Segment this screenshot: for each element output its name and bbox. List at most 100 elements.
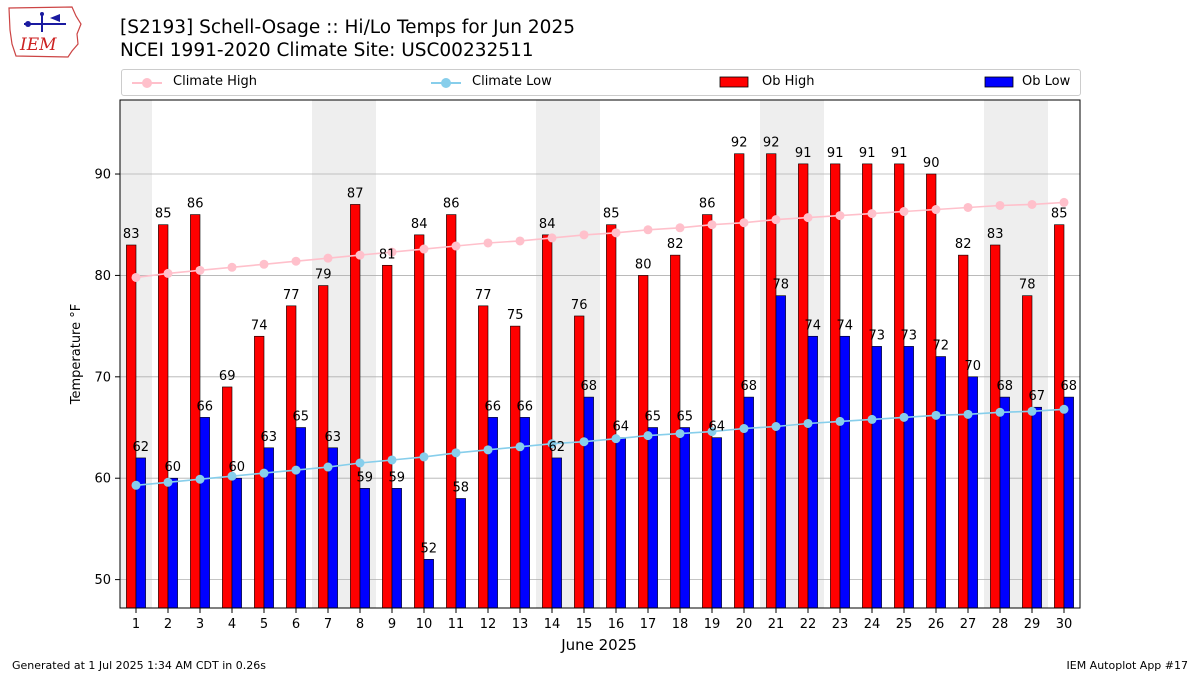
ob-high-label: 82 — [955, 237, 972, 252]
climate-high-point — [899, 207, 909, 217]
climate-low-point — [867, 414, 877, 424]
ob-high-label: 85 — [603, 207, 620, 222]
ob-low-label: 74 — [805, 318, 822, 333]
ob-low-bar — [999, 396, 1010, 609]
x-tick-label: 21 — [768, 617, 785, 632]
x-tick-label: 8 — [356, 617, 364, 632]
ob-high-bar — [606, 224, 617, 609]
ob-low-bar — [647, 427, 658, 609]
climate-high-point — [739, 218, 749, 228]
climate-high-point — [547, 233, 557, 243]
ob-high-bar — [862, 163, 873, 609]
ob-low-label: 70 — [965, 359, 982, 374]
legend-climate-low-symbol — [431, 78, 461, 88]
climate-low-point — [1059, 404, 1069, 414]
climate-low-point — [227, 471, 237, 481]
x-tick-label: 22 — [800, 617, 817, 632]
x-tick-label: 12 — [480, 617, 497, 632]
x-tick-label: 15 — [576, 617, 593, 632]
climate-high-point — [515, 236, 525, 246]
climate-low-point — [899, 412, 909, 422]
x-tick-label: 28 — [992, 617, 1009, 632]
ob-high-bar — [894, 163, 905, 609]
x-tick-label: 9 — [388, 617, 396, 632]
ob-high-label: 75 — [507, 308, 524, 323]
ob-low-label: 68 — [581, 379, 598, 394]
climate-high-point — [323, 253, 333, 263]
ob-low-bar — [327, 447, 338, 609]
climate-high-point — [803, 213, 813, 223]
x-tick-label: 2 — [164, 617, 172, 632]
ob-low-label: 68 — [997, 379, 1014, 394]
ob-low-bar — [871, 346, 882, 609]
ob-high-bar — [318, 285, 329, 609]
ob-low-bar — [711, 437, 722, 609]
ob-high-label: 80 — [635, 257, 652, 272]
data-labels-layer: 83 62 85 60 86 66 69 60 74 63 77 65 79 63 87 59 81 59 84 52… — [123, 136, 1077, 557]
ob-low-bar — [775, 295, 786, 609]
ob-high-label: 91 — [827, 146, 844, 161]
ob-low-label: 60 — [229, 460, 246, 475]
ob-high-bar — [382, 264, 393, 609]
ob-low-label: 59 — [357, 470, 374, 485]
legend-label: Climate Low — [472, 74, 552, 89]
x-tick-label: 27 — [960, 617, 977, 632]
ob-low-label: 67 — [1029, 389, 1046, 404]
climate-low-point — [259, 468, 269, 478]
climate-low-point — [195, 474, 205, 484]
ob-low-label: 64 — [613, 420, 630, 435]
ob-high-label: 86 — [187, 197, 204, 212]
climate-low-point — [643, 431, 653, 441]
iem-logo: IEM — [6, 4, 84, 64]
ob-low-bar — [615, 437, 626, 609]
climate-high-line — [135, 201, 1065, 279]
chart-subtitle: NCEI 1991-2020 Climate Site: USC00232511 — [120, 40, 534, 61]
ob-low-bar — [455, 498, 466, 609]
climate-high-point — [835, 211, 845, 221]
x-tick-label: 26 — [928, 617, 945, 632]
legend-ob-low-symbol — [984, 76, 1014, 88]
ob-high-bar — [1054, 224, 1065, 609]
x-axis-label: June 2025 — [560, 636, 637, 654]
ob-high-label: 85 — [1051, 207, 1068, 222]
ob-high-label: 91 — [859, 146, 876, 161]
climate-high-point — [675, 223, 685, 233]
ob-low-label: 64 — [709, 420, 726, 435]
ob-high-label: 90 — [923, 156, 940, 171]
climate-low-point — [931, 410, 941, 420]
climate-high-point — [227, 262, 237, 272]
legend: Climate High Climate Low Ob High Ob Low — [121, 69, 1081, 96]
climate-low-point — [163, 477, 173, 487]
climate-low-point — [963, 409, 973, 419]
x-tick-label: 17 — [640, 617, 657, 632]
ob-high-bar — [222, 386, 233, 609]
climate-high-point — [355, 250, 365, 260]
x-tick-label: 10 — [416, 617, 433, 632]
ob-high-label: 69 — [219, 369, 236, 384]
ob-low-label: 52 — [421, 541, 438, 556]
ob-low-bar — [679, 427, 690, 609]
x-tick-label: 30 — [1056, 617, 1073, 632]
ob-high-bar — [126, 244, 137, 609]
climate-lines-layer — [131, 197, 1069, 490]
climate-low-point — [675, 429, 685, 439]
ob-high-bar — [798, 163, 809, 609]
ob-low-bar — [199, 417, 210, 609]
ob-high-label: 92 — [763, 136, 780, 151]
climate-high-point — [963, 202, 973, 212]
ob-high-label: 78 — [1019, 278, 1036, 293]
ob-low-bar — [167, 477, 178, 609]
climate-high-point — [259, 259, 269, 269]
ob-high-bar — [958, 254, 969, 609]
chart-title: [S2193] Schell-Osage :: Hi/Lo Temps for … — [120, 17, 575, 38]
climate-high-point — [131, 272, 141, 282]
y-tick-label: 70 — [94, 370, 111, 385]
climate-low-point — [1027, 406, 1037, 416]
y-tick-label: 90 — [94, 168, 111, 183]
ob-low-bar — [1063, 396, 1074, 609]
climate-high-point — [1059, 197, 1069, 207]
legend-label: Climate High — [173, 74, 258, 89]
ob-high-bar — [510, 325, 521, 609]
ob-low-bar — [231, 477, 242, 609]
